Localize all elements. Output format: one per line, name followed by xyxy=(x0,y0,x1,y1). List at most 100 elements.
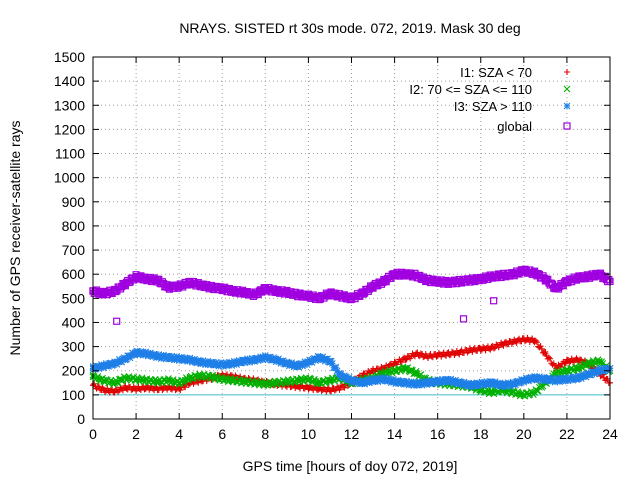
data-point-i3 xyxy=(272,356,280,364)
point-i1 xyxy=(137,387,144,394)
point-i3 xyxy=(452,376,460,384)
point-i3 xyxy=(126,354,134,362)
data-point-i3 xyxy=(111,360,118,367)
data-point-i2 xyxy=(531,389,538,396)
data-point-i3 xyxy=(208,360,215,367)
data-point-i3 xyxy=(423,379,431,387)
data-point-i2 xyxy=(563,367,571,375)
point-i3 xyxy=(191,355,199,363)
x-tick-label: 2 xyxy=(132,426,140,442)
data-point-i2 xyxy=(165,376,172,384)
series-i3 xyxy=(89,347,614,391)
data-marks xyxy=(89,265,614,400)
point-i3 xyxy=(525,377,533,385)
data-point-global xyxy=(175,282,183,290)
point-i3 xyxy=(131,351,139,359)
point-i3 xyxy=(587,371,595,379)
point-i1 xyxy=(128,386,135,393)
data-point-global xyxy=(207,283,216,292)
data-point-global xyxy=(563,277,571,286)
chart-title: NRAYS. SISTED rt 30s mode. 072, 2019. Ma… xyxy=(179,20,520,36)
point-i1 xyxy=(547,355,554,362)
point-i3 xyxy=(303,361,311,369)
data-point-i3 xyxy=(358,379,366,387)
data-point-i1 xyxy=(370,367,377,374)
point-i3 xyxy=(430,377,438,385)
data-point-global xyxy=(261,285,269,293)
data-point-global xyxy=(487,273,496,281)
data-point-i3 xyxy=(197,358,205,366)
point-i3 xyxy=(214,360,221,368)
data-point-i2 xyxy=(509,389,517,396)
data-point-global xyxy=(466,276,474,284)
data-point-i2 xyxy=(326,376,334,384)
data-point-i1 xyxy=(423,353,430,360)
point-i3 xyxy=(603,364,610,372)
data-point-i3 xyxy=(132,349,140,357)
point-i3 xyxy=(449,379,457,387)
point-i3 xyxy=(389,376,397,383)
data-point-i2 xyxy=(520,391,528,399)
point-i3 xyxy=(569,376,577,384)
point-i3 xyxy=(350,375,358,383)
point-i3 xyxy=(311,354,318,362)
data-point-i3 xyxy=(574,374,582,382)
data-point-i1 xyxy=(402,355,409,362)
data-point-global xyxy=(229,287,237,295)
y-tick-label: 1000 xyxy=(54,170,85,186)
point-i3 xyxy=(556,378,564,386)
point-i3 xyxy=(169,353,177,361)
point-i3 xyxy=(494,382,501,390)
data-point-global xyxy=(283,288,291,296)
data-point-global xyxy=(584,273,593,281)
data-point-i3 xyxy=(240,357,248,365)
x-tick-label: 0 xyxy=(89,426,97,442)
data-point-i3 xyxy=(585,370,592,378)
data-point-i2 xyxy=(294,376,302,384)
point-i1 xyxy=(177,387,184,394)
data-point-i3 xyxy=(294,362,302,370)
point-i3 xyxy=(577,375,585,383)
point-i3 xyxy=(405,381,413,389)
data-point-i1 xyxy=(445,350,452,357)
legend-label-i3: I3: SZA > 110 xyxy=(454,99,532,114)
point-i3 xyxy=(461,380,469,388)
legend-marker-i2 xyxy=(563,85,571,93)
data-point-i3 xyxy=(143,350,151,358)
point-i1 xyxy=(95,383,102,390)
data-point-i3 xyxy=(218,361,226,369)
point-i3 xyxy=(275,355,282,363)
data-point-i1 xyxy=(466,347,473,354)
y-tick-label: 0 xyxy=(77,411,85,427)
point-i3 xyxy=(547,377,555,384)
data-point-global xyxy=(552,285,560,293)
data-point-i3 xyxy=(520,376,528,384)
data-point-i2 xyxy=(272,379,280,387)
point-i3 xyxy=(160,351,167,359)
point-i3 xyxy=(538,377,546,385)
data-point-i3 xyxy=(401,379,409,387)
legend-label-i1: I1: SZA < 70 xyxy=(460,65,532,80)
legend-label-global: global xyxy=(497,119,532,134)
point-i3 xyxy=(379,377,387,385)
data-point-i2 xyxy=(111,379,118,387)
data-point-global xyxy=(347,294,356,302)
point-i3 xyxy=(178,353,185,361)
data-point-i2 xyxy=(121,374,129,382)
data-point-i2 xyxy=(143,376,151,384)
data-point-global xyxy=(218,285,226,293)
point-i3 xyxy=(182,355,190,362)
data-point-i3 xyxy=(165,354,172,361)
data-point-global xyxy=(143,275,151,283)
data-point-global xyxy=(326,289,334,298)
point-i3 xyxy=(536,373,543,380)
data-point-global xyxy=(477,275,485,283)
data-point-i3 xyxy=(175,355,183,363)
grid-lines xyxy=(93,57,610,419)
data-point-i3 xyxy=(477,380,485,388)
point-i3 xyxy=(127,352,135,359)
data-point-global xyxy=(240,288,248,296)
data-point-global xyxy=(541,275,549,283)
data-point-i2 xyxy=(488,389,495,396)
data-point-i2 xyxy=(391,367,398,375)
